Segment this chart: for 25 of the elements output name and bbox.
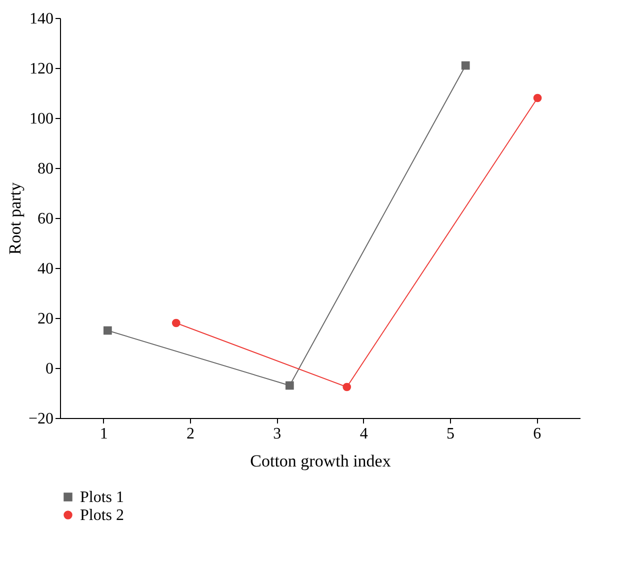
point [342,382,352,392]
y-axis-title: Root party [5,182,24,255]
point [461,61,470,70]
y-tick-label: 80 [38,160,54,178]
x-tick-label: 1 [100,426,108,442]
y-tick-label: −20 [28,410,54,428]
y-tick-label: 140 [30,10,54,28]
y-tick-label: 100 [30,110,54,128]
x-axis-title: Cotton growth index [250,452,392,470]
y-tick-label: 40 [38,260,54,278]
legend-label: Plots 1 [80,489,124,506]
x-tick-label: 6 [533,426,542,442]
x-tick-label: 2 [186,426,194,442]
x-tick-label: 4 [360,426,368,442]
point [103,326,112,335]
x-tick-label: 5 [446,426,454,442]
y-tick-label: 20 [38,310,54,328]
legend-label: Plots 2 [80,507,124,524]
x-tick-label: 3 [273,426,282,442]
point [172,318,180,328]
y-tick-label: 60 [38,210,54,228]
y-tick-label: 0 [46,360,54,378]
point [285,381,294,390]
point [533,94,542,102]
y-tick-label: 120 [30,60,54,78]
